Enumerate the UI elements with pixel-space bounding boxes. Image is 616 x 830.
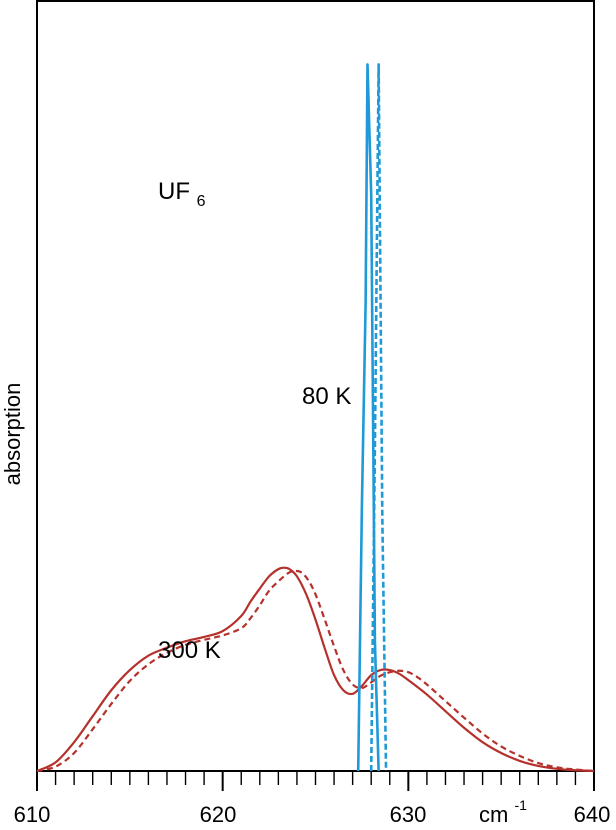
tick-label-610: 610	[14, 802, 51, 827]
tick-label-630: 630	[390, 802, 427, 827]
tick-label-640: 640	[574, 802, 611, 827]
x-unit-base: cm	[479, 802, 508, 827]
series-300k-solid	[36, 566, 595, 773]
x-unit-label: cm -1	[479, 797, 527, 827]
series-80k-solid	[356, 63, 380, 772]
compound-label: UF 6	[158, 178, 206, 210]
annotation-300k: 300 K	[158, 637, 221, 664]
annotation-80k: 80 K	[302, 383, 351, 410]
x-axis-ticks	[36, 771, 595, 791]
x-unit-exponent: -1	[514, 797, 527, 813]
compound-subscript: 6	[197, 193, 206, 210]
series-80k-dashed	[369, 63, 388, 772]
series-layer	[36, 63, 595, 773]
tick-label-620: 620	[200, 802, 237, 827]
compound-main: UF	[158, 178, 190, 205]
y-axis-label: absorption	[0, 383, 25, 486]
series-300k-dashed	[36, 569, 595, 773]
